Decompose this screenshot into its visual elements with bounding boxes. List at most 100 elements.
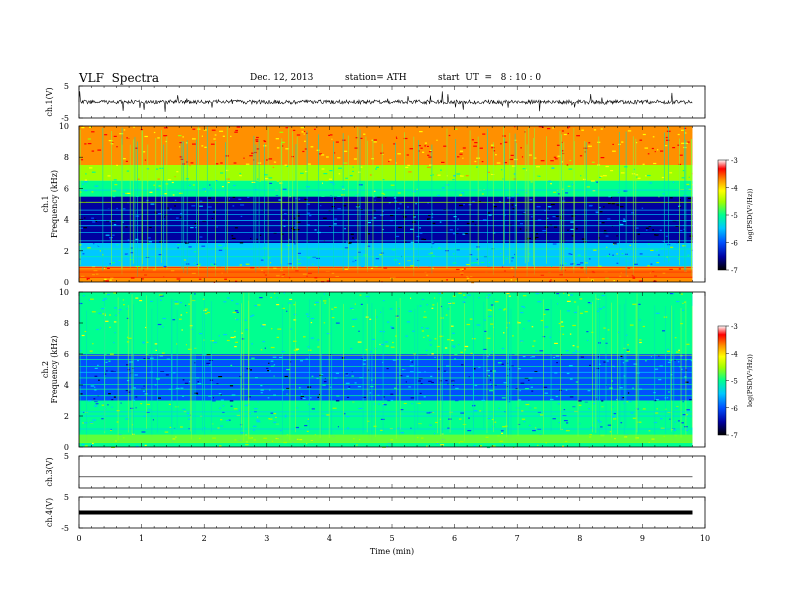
spectrogram-speckle xyxy=(276,147,280,149)
spectrogram-speckle xyxy=(354,418,358,420)
spectrogram-speckle xyxy=(375,168,378,170)
spectrogram-speckle xyxy=(567,127,569,129)
spectrogram-speckle xyxy=(429,344,432,346)
spectrogram-speckle xyxy=(464,349,466,351)
spectrogram-speckle xyxy=(350,233,354,235)
spectrogram-speckle xyxy=(292,396,297,398)
spectrogram-speckle xyxy=(217,427,220,429)
spectrogram-speckle xyxy=(103,298,107,300)
spectrogram-speckle xyxy=(233,408,238,410)
spectrogram-speckle xyxy=(683,181,685,183)
spectrogram-speckle xyxy=(491,418,494,421)
spectrogram-speckle xyxy=(472,238,476,240)
spectrogram-speckle xyxy=(126,170,130,172)
x-tick-label: 4 xyxy=(327,534,332,543)
spectrogram-speckle xyxy=(233,184,236,187)
spectrogram-speckle xyxy=(167,179,172,181)
spectrogram-speckle xyxy=(305,194,308,196)
spectrogram-speckle xyxy=(533,402,537,404)
spectrogram-speckle xyxy=(503,382,507,384)
spectrogram-speckle xyxy=(494,164,497,166)
spectrogram-speckle xyxy=(141,431,146,433)
spectrogram-speckle xyxy=(616,204,620,206)
spectrogram-speckle xyxy=(209,234,211,236)
spectrogram-speckle xyxy=(349,141,353,143)
spectrogram-speckle xyxy=(507,197,511,199)
spectrogram-speckle xyxy=(536,166,540,168)
spectrogram-speckle xyxy=(682,309,685,311)
spectrogram-speckle xyxy=(420,383,423,385)
spectrogram-speckle xyxy=(430,418,432,420)
spectrogram-speckle xyxy=(673,429,676,431)
spectrogram-speckle xyxy=(383,396,385,398)
ch2-spec-ylabel: Frequency (kHz) xyxy=(50,335,59,403)
spectrogram-speckle xyxy=(405,166,409,168)
spectrogram-speckle xyxy=(617,420,620,422)
spectrogram-speckle xyxy=(82,253,85,255)
spectrogram-speckle xyxy=(110,140,114,142)
spectrogram-speckle xyxy=(588,408,591,410)
spectrogram-speckle xyxy=(619,327,622,329)
ch1-spec-ylabel: Frequency (kHz) xyxy=(50,170,59,238)
spectrogram-speckle xyxy=(145,215,149,217)
spectrogram-speckle xyxy=(123,340,127,342)
spectrogram-speckle xyxy=(361,265,364,268)
spectrogram-speckle xyxy=(353,158,357,160)
spectrogram-speckle xyxy=(649,182,652,184)
spectrogram-speckle xyxy=(288,302,292,304)
spectrogram-speckle xyxy=(672,317,674,319)
spectrogram-speckle xyxy=(638,280,643,282)
spectrogram-speckle xyxy=(462,147,466,149)
spectrogram-speckle xyxy=(94,219,97,221)
spectrogram-speckle xyxy=(527,320,531,322)
spectrogram-speckle xyxy=(632,277,636,279)
spectrogram-speckle xyxy=(399,203,402,205)
spectrogram-speckle xyxy=(457,212,460,214)
spectrogram-speckle xyxy=(685,142,688,144)
spectrogram-speckle xyxy=(523,328,525,330)
spectrogram-speckle xyxy=(378,403,380,405)
spectrogram-speckle xyxy=(94,177,97,179)
spectrogram-speckle xyxy=(81,334,85,337)
spectrogram-speckle xyxy=(168,403,171,405)
spectrogram-speckle xyxy=(294,227,296,229)
spectrogram-speckle xyxy=(472,221,475,223)
spectrogram-speckle xyxy=(261,325,265,327)
spectrogram-speckle xyxy=(162,129,166,131)
spectrogram-speckle xyxy=(218,335,220,337)
spectrogram-speckle xyxy=(459,153,463,155)
spectrogram-speckle xyxy=(631,212,635,214)
spectrogram-speckle xyxy=(290,134,293,136)
spectrogram-speckle xyxy=(188,246,192,248)
spectrogram-speckle xyxy=(262,341,266,343)
spectrogram-speckle xyxy=(329,170,333,172)
ch4-ytick-label: -5 xyxy=(61,524,69,533)
spectrogram-speckle xyxy=(267,129,271,132)
spectrogram-speckle xyxy=(115,416,119,418)
spectrogram-speckle xyxy=(575,381,579,383)
spectrogram-speckle xyxy=(610,170,614,172)
spectrogram-speckle xyxy=(556,144,560,146)
spectrogram-speckle xyxy=(342,312,347,314)
spectrogram-speckle xyxy=(393,143,396,145)
spectrogram-speckle xyxy=(530,178,533,180)
spectrogram-speckle xyxy=(98,379,100,381)
spectrogram-speckle xyxy=(268,149,272,151)
spectrogram-speckle xyxy=(553,356,555,359)
spectrogram-speckle xyxy=(113,179,117,181)
spectrogram-speckle xyxy=(144,444,147,446)
spectrogram-speckle xyxy=(250,204,254,207)
spectrogram-speckle xyxy=(478,201,482,203)
spectrogram-speckle xyxy=(550,183,552,185)
spectrogram-speckle xyxy=(370,193,372,195)
spectrogram-speckle xyxy=(428,323,432,325)
spectrogram-speckle xyxy=(247,196,250,198)
spectrogram-speckle xyxy=(239,172,242,175)
spectrogram-speckle xyxy=(589,302,593,304)
spectrogram-speckle xyxy=(352,170,354,172)
spectrogram-speckle xyxy=(174,301,179,303)
spectrogram-speckle xyxy=(362,337,367,339)
spectrogram-speckle xyxy=(311,408,315,410)
ch1-spec-colorbar-tick-label: -3 xyxy=(731,157,738,165)
spectrogram-speckle xyxy=(541,126,544,128)
